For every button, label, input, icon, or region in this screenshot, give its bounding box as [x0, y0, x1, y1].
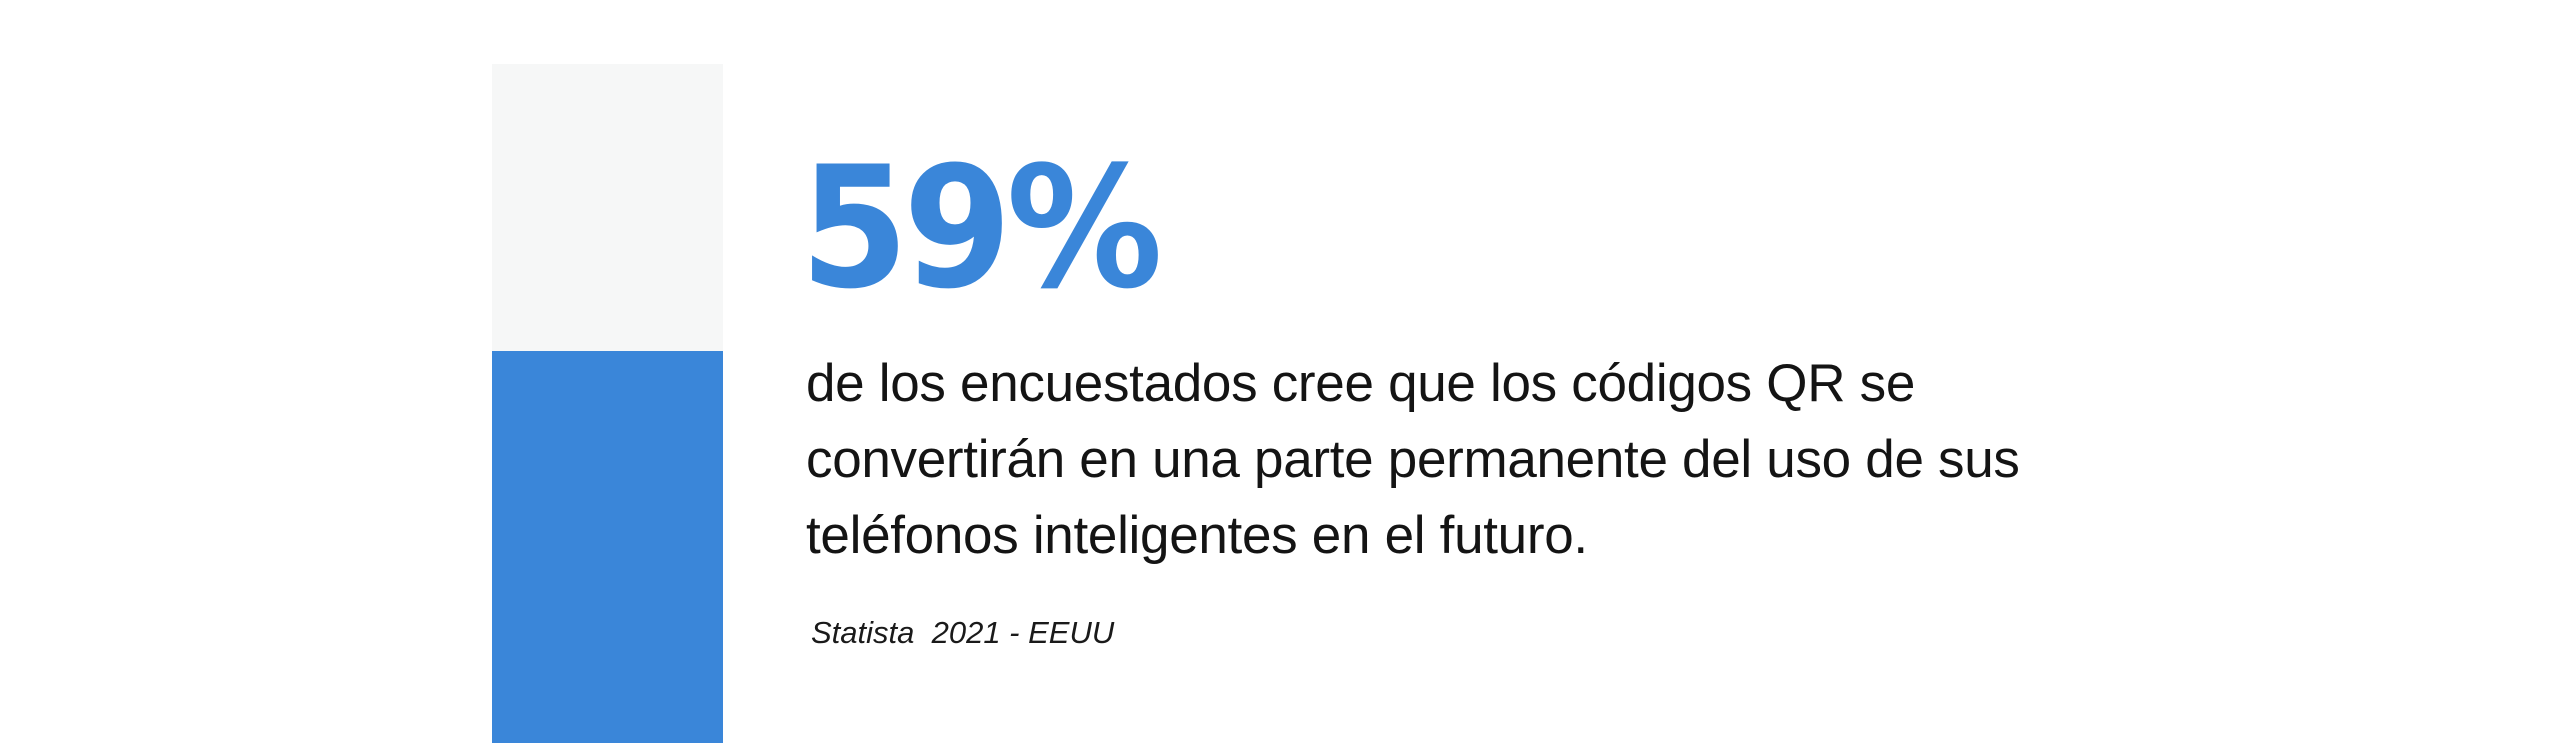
stat-description-line: teléfonos inteligentes en el futuro.: [806, 506, 1588, 565]
stat-description-line: convertirán en una parte permanente del …: [806, 430, 2020, 489]
stat-description: de los encuestados cree que los códigos …: [806, 346, 2166, 574]
progress-bar-fill: [492, 351, 723, 743]
stat-description-line: de los encuestados cree que los códigos …: [806, 354, 1915, 413]
stat-percentage: 59%: [800, 130, 1163, 326]
progress-bar: [492, 64, 723, 743]
stat-source: Statista 2021 - EEUU: [811, 615, 1115, 650]
